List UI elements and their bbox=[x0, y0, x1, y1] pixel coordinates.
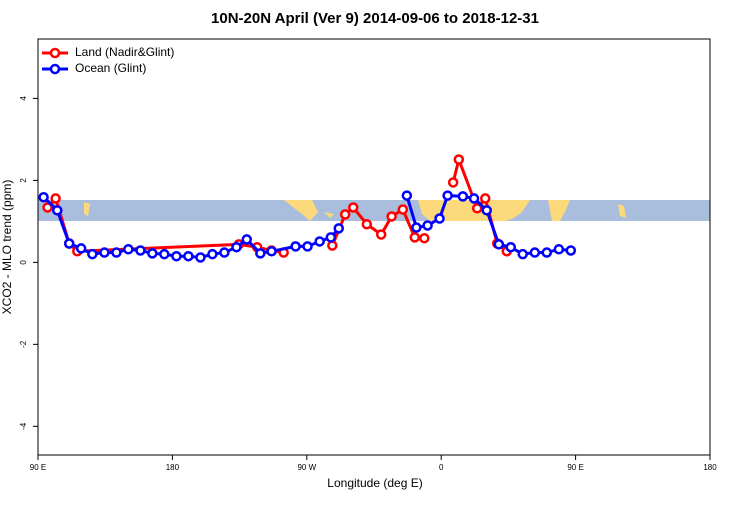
point bbox=[219, 247, 230, 258]
point bbox=[111, 247, 122, 258]
point bbox=[327, 240, 338, 251]
point bbox=[553, 244, 565, 255]
point bbox=[493, 239, 505, 250]
point bbox=[447, 177, 459, 188]
point bbox=[123, 244, 134, 255]
point bbox=[541, 247, 553, 258]
point bbox=[183, 250, 194, 262]
y-axis-label: XCO2 - MLO trend (ppm) bbox=[0, 180, 14, 315]
point bbox=[52, 205, 63, 216]
y-tick-label: 0 bbox=[19, 260, 28, 265]
point bbox=[147, 248, 158, 259]
point bbox=[38, 191, 49, 203]
point bbox=[386, 211, 397, 222]
point bbox=[401, 190, 413, 201]
point bbox=[481, 205, 492, 216]
x-tick-label: 180 bbox=[166, 463, 180, 472]
point bbox=[375, 229, 387, 240]
point bbox=[434, 213, 445, 224]
point bbox=[397, 204, 409, 215]
point bbox=[411, 222, 422, 233]
legend-label: Ocean (Glint) bbox=[75, 61, 146, 75]
point bbox=[468, 193, 480, 204]
y-tick-label: -2 bbox=[19, 340, 28, 348]
legend-label: Land (Nadir&Glint) bbox=[75, 45, 174, 59]
plot-frame bbox=[37, 38, 711, 456]
point bbox=[333, 223, 345, 234]
point bbox=[159, 248, 170, 260]
point bbox=[99, 247, 110, 258]
x-tick-label: 0 bbox=[439, 463, 444, 472]
point bbox=[442, 190, 453, 201]
point bbox=[302, 241, 313, 252]
point bbox=[63, 238, 75, 249]
y-tick-label: -4 bbox=[19, 422, 28, 430]
point bbox=[347, 202, 359, 213]
point bbox=[422, 220, 433, 231]
point bbox=[409, 232, 421, 243]
point bbox=[339, 209, 351, 220]
chart-title: 10N-20N April (Ver 9) 2014-09-06 to 2018… bbox=[211, 10, 539, 27]
point bbox=[171, 250, 182, 262]
point bbox=[453, 154, 465, 165]
point bbox=[565, 245, 577, 256]
y-tick-label: 4 bbox=[19, 96, 28, 101]
point bbox=[471, 203, 483, 214]
y-tick-label: 2 bbox=[19, 178, 28, 183]
legend-marker bbox=[49, 63, 61, 75]
point bbox=[135, 245, 146, 256]
legend-marker bbox=[49, 47, 61, 59]
point bbox=[50, 193, 61, 204]
x-axis-label: Longitude (deg E) bbox=[327, 476, 422, 490]
point bbox=[231, 241, 242, 253]
x-tick-label: 90 E bbox=[567, 463, 583, 472]
x-tick-label: 180 bbox=[703, 463, 717, 472]
point bbox=[517, 248, 528, 260]
point bbox=[42, 202, 53, 213]
point bbox=[361, 219, 373, 230]
x-tick-label: 90 W bbox=[297, 463, 316, 472]
point bbox=[241, 234, 253, 245]
point bbox=[207, 248, 218, 260]
point bbox=[505, 241, 517, 253]
point bbox=[314, 236, 325, 247]
point bbox=[87, 248, 98, 260]
point bbox=[195, 252, 206, 263]
point bbox=[255, 248, 266, 259]
point bbox=[290, 241, 301, 252]
x-tick-label: 90 E bbox=[30, 463, 46, 472]
point bbox=[75, 243, 87, 254]
point bbox=[419, 232, 430, 244]
point bbox=[480, 193, 491, 204]
point bbox=[529, 247, 541, 258]
point bbox=[457, 191, 469, 202]
point bbox=[266, 246, 277, 257]
point bbox=[325, 232, 337, 243]
map-strip bbox=[38, 200, 710, 221]
